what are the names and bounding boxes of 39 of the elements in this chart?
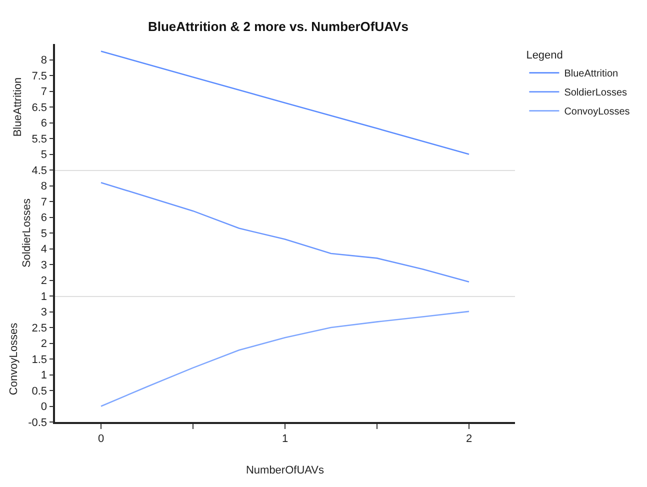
y-axis-title: ConvoyLosses (8, 322, 20, 396)
y-tick-label: 2.5 (32, 322, 48, 334)
chart-title: BlueAttrition & 2 more vs. NumberOfUAVs (148, 19, 408, 34)
y-axis-title: SoldierLosses (21, 198, 34, 268)
y-tick-label: 7.5 (32, 70, 48, 82)
y-tick-label: 1.5 (32, 354, 48, 366)
y-tick-label: 5.5 (32, 133, 48, 146)
y-tick-label: 4 (40, 244, 48, 256)
y-tick-label: 3 (40, 306, 48, 319)
y-tick-label: 3 (40, 259, 48, 272)
y-axis-title: BlueAttrition (12, 77, 24, 137)
x-tick-label: 2 (466, 432, 472, 445)
y-tick-label: 2 (40, 275, 48, 288)
legend-label: ConvoyLosses (564, 106, 630, 118)
y-tick-label: 6.5 (32, 102, 48, 114)
y-tick-label: 7 (40, 196, 48, 208)
text: SoldierLosses (564, 88, 628, 99)
x-tick-label: 0 (98, 432, 104, 445)
y-tick-label: 1 (40, 370, 48, 382)
y-tick-label: 6 (40, 118, 48, 130)
y-tick-label: 0.5 (32, 385, 48, 398)
legend-label: BlueAttrition (564, 68, 618, 80)
y-tick-label: 2 (40, 338, 48, 350)
y-tick-label: 0 (40, 401, 48, 414)
y-tick-label: 5 (40, 228, 48, 240)
line-series (100, 182, 470, 282)
y-tick-label: 8 (40, 180, 48, 193)
line-series (100, 50, 470, 155)
line-series (100, 310, 470, 407)
y-tick-label: 1 (40, 290, 48, 303)
y-tick-label: 4.5 (32, 164, 48, 177)
x-tick-label: 1 (282, 432, 288, 445)
y-tick-label: 8 (40, 54, 48, 67)
y-tick-label: 6 (40, 212, 48, 224)
y-tick-label: 7 (40, 86, 48, 98)
y-tick-label: -0.5 (28, 416, 48, 429)
legend-title: Legend (526, 49, 563, 62)
x-axis-title: NumberOfUAVs (246, 464, 325, 477)
y-tick-label: 5 (40, 149, 48, 162)
